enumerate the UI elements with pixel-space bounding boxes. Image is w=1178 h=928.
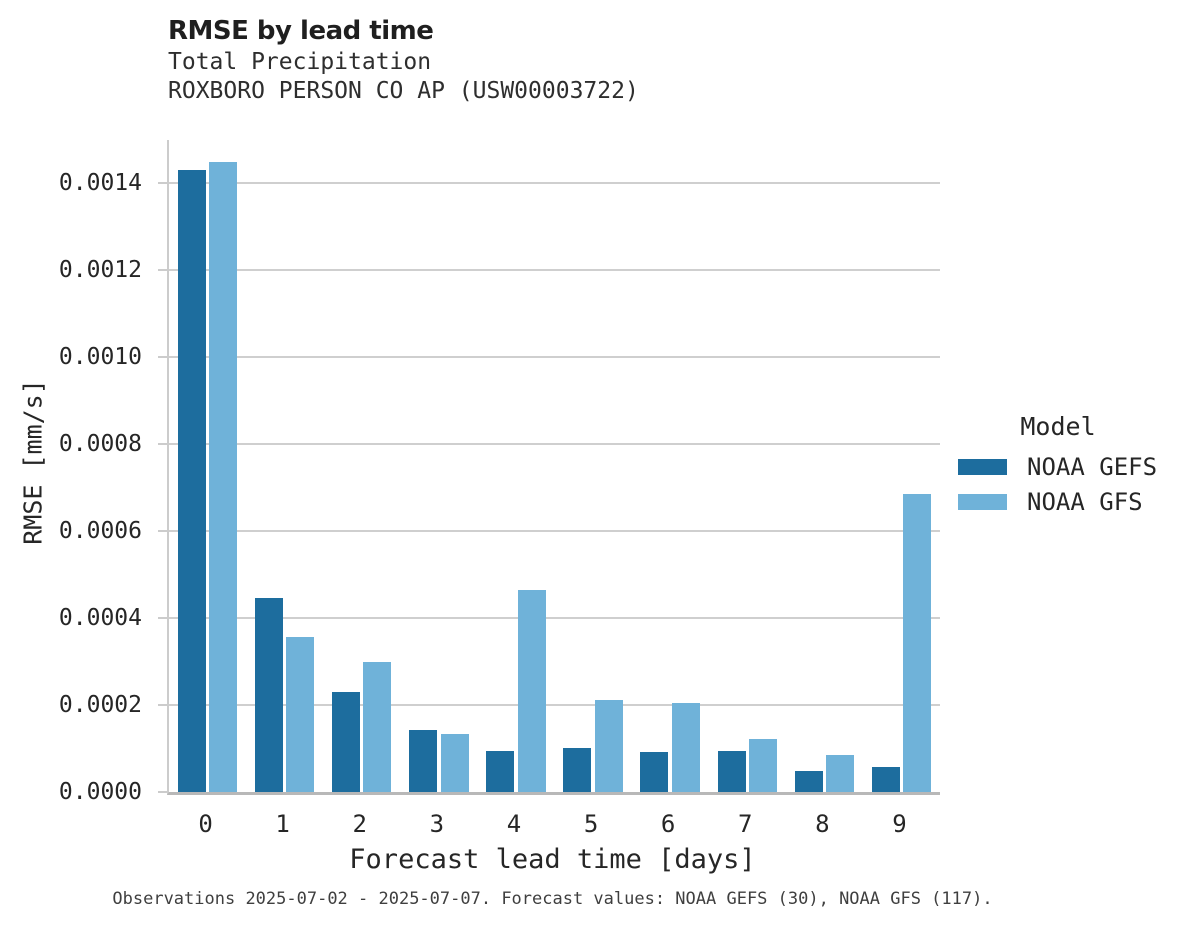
y-axis-tick: [158, 443, 167, 446]
plot-area: [167, 140, 940, 795]
bar-noaa-gefs-day1: [254, 598, 283, 792]
bar-noaa-gfs-day3: [440, 734, 469, 792]
footnote: Observations 2025-07-02 - 2025-07-07. Fo…: [112, 889, 993, 909]
bar-noaa-gfs-day7: [748, 739, 777, 792]
bar-noaa-gefs-day2: [332, 692, 361, 792]
y-axis-tick: [158, 617, 167, 620]
chart-title: RMSE by lead time: [168, 16, 434, 46]
gridline: [169, 530, 940, 533]
chart-subtitle-variable: Total Precipitation: [168, 49, 432, 75]
x-tick-label: 7: [738, 810, 753, 838]
x-axis-title: Forecast lead time [days]: [349, 844, 756, 875]
bar-noaa-gefs-day6: [640, 752, 669, 792]
bar-noaa-gfs-day8: [826, 754, 855, 792]
y-tick-label: 0.0006: [58, 518, 142, 545]
y-tick-label: 0.0012: [58, 257, 142, 284]
bar-noaa-gefs-day7: [717, 750, 746, 792]
y-tick-label: 0.0014: [58, 170, 142, 197]
gridline: [169, 443, 940, 446]
gridline: [169, 356, 940, 359]
gridline: [169, 182, 940, 185]
bar-noaa-gfs-day1: [286, 636, 315, 792]
y-axis-tick: [158, 269, 167, 272]
y-tick-label: 0.0004: [58, 605, 142, 632]
chart-subtitle-station: ROXBORO PERSON CO AP (USW00003722): [168, 78, 639, 104]
y-tick-label: 0.0000: [58, 779, 142, 805]
legend-swatch-icon: [958, 458, 1007, 475]
x-tick-label: 9: [892, 810, 907, 838]
bar-noaa-gefs-day4: [486, 750, 515, 792]
legend-item: NOAA GFS: [958, 484, 1173, 519]
x-tick-label: 2: [352, 810, 367, 838]
bar-noaa-gefs-day3: [409, 730, 438, 792]
bar-noaa-gefs-day8: [794, 771, 823, 792]
gridline: [169, 704, 940, 707]
bar-noaa-gfs-day6: [671, 702, 700, 792]
bar-noaa-gfs-day4: [517, 590, 546, 792]
title-block: RMSE by lead time Total Precipitation RO…: [168, 14, 639, 106]
legend-title: Model: [1020, 412, 1096, 441]
bar-noaa-gfs-day5: [594, 700, 623, 792]
x-tick-label: 3: [429, 810, 445, 838]
y-axis-tick: [158, 791, 167, 793]
y-axis-tick: [158, 182, 167, 185]
legend-item-label: NOAA GFS: [1027, 487, 1143, 516]
bar-noaa-gfs-day0: [209, 161, 238, 792]
x-tick-label: 8: [815, 810, 830, 838]
x-tick-label: 5: [583, 810, 599, 838]
x-tick-label: 1: [275, 810, 290, 838]
bar-noaa-gfs-day9: [903, 493, 932, 792]
y-tick-label: 0.0010: [58, 344, 142, 371]
bar-noaa-gefs-day9: [871, 767, 900, 792]
legend: Model NOAA GEFS NOAA GFS: [958, 412, 1173, 519]
y-tick-label: 0.0002: [58, 692, 142, 719]
y-axis-tick: [158, 356, 167, 359]
legend-item-label: NOAA GEFS: [1027, 452, 1158, 481]
bar-noaa-gfs-day2: [363, 661, 392, 792]
bar-noaa-gefs-day0: [177, 170, 206, 792]
y-axis-tick: [158, 530, 167, 533]
gridline: [169, 617, 940, 620]
x-tick-label: 0: [198, 810, 213, 838]
y-tick-label: 0.0008: [58, 431, 142, 458]
legend-item: NOAA GEFS: [958, 449, 1173, 484]
y-axis-tick: [158, 704, 167, 707]
bar-noaa-gefs-day5: [563, 748, 592, 792]
legend-swatch-icon: [958, 493, 1007, 510]
legend-items: NOAA GEFS NOAA GFS: [958, 449, 1173, 519]
gridline: [169, 269, 940, 272]
x-tick-label: 4: [506, 810, 522, 838]
x-tick-label: 6: [660, 810, 676, 838]
